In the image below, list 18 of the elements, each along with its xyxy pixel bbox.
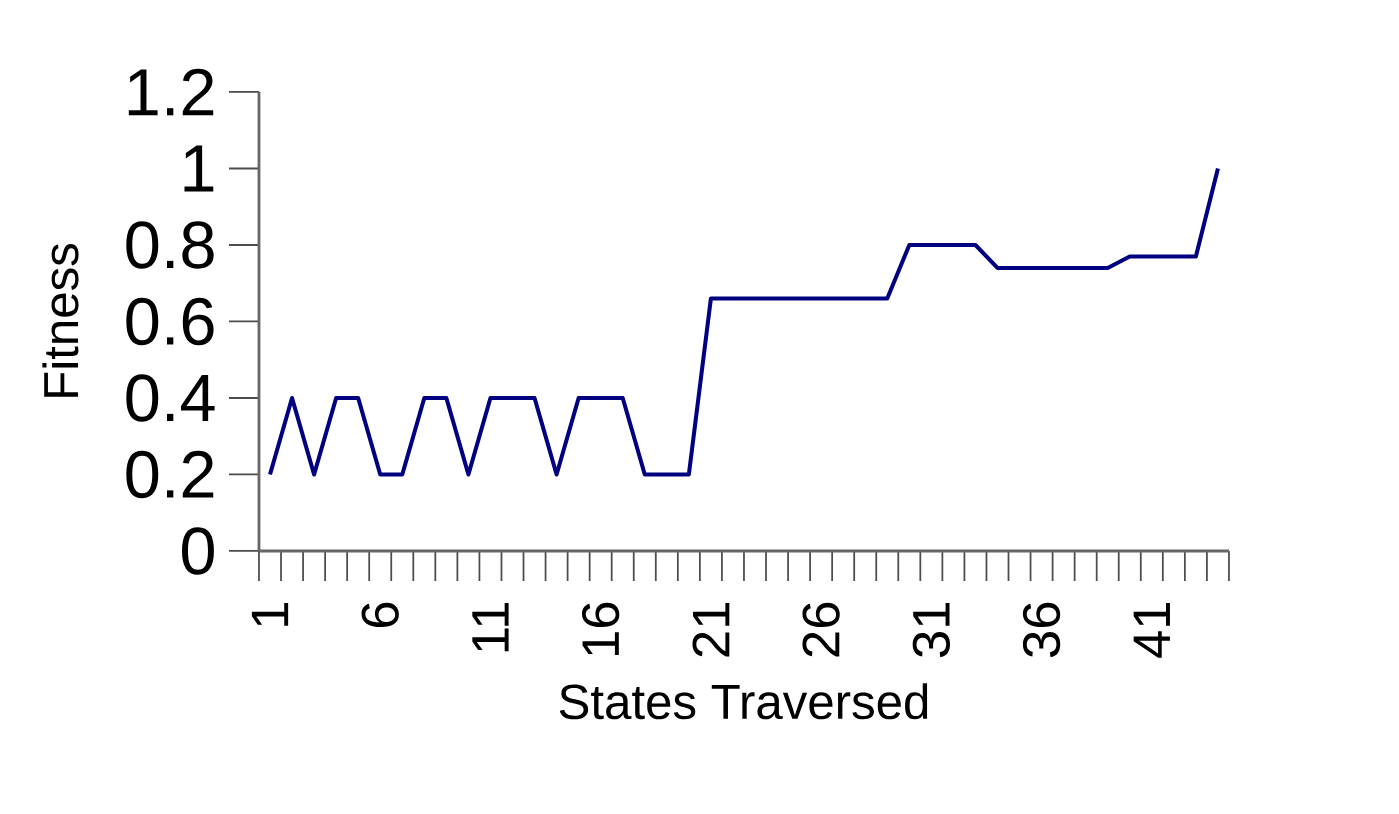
x-tick-label: 31 [912, 603, 950, 658]
y-tick-label: 0.8 [126, 221, 214, 269]
y-tick-label: 0.2 [126, 450, 214, 499]
x-tick-label: 21 [692, 603, 730, 657]
x-tick-label: 41 [1133, 603, 1170, 658]
y-tick-label: 0.6 [126, 297, 214, 346]
x-tick-label: 1 [251, 603, 289, 626]
y-tick-label: 0.4 [126, 374, 215, 422]
y-axis-title: Fitness [42, 243, 79, 397]
x-tick-label: 6 [361, 602, 399, 628]
y-tick-label: 1 [184, 145, 214, 192]
x-tick-label: 26 [802, 602, 840, 657]
x-tick-label: 36 [1022, 602, 1061, 658]
y-tick-label: 0 [182, 527, 214, 575]
y-tick-label: 1.2 [128, 68, 214, 116]
x-tick-label: 16 [582, 602, 620, 656]
x-axis-title: States Traversed [559, 683, 928, 720]
x-tick-label: 11 [472, 603, 509, 652]
